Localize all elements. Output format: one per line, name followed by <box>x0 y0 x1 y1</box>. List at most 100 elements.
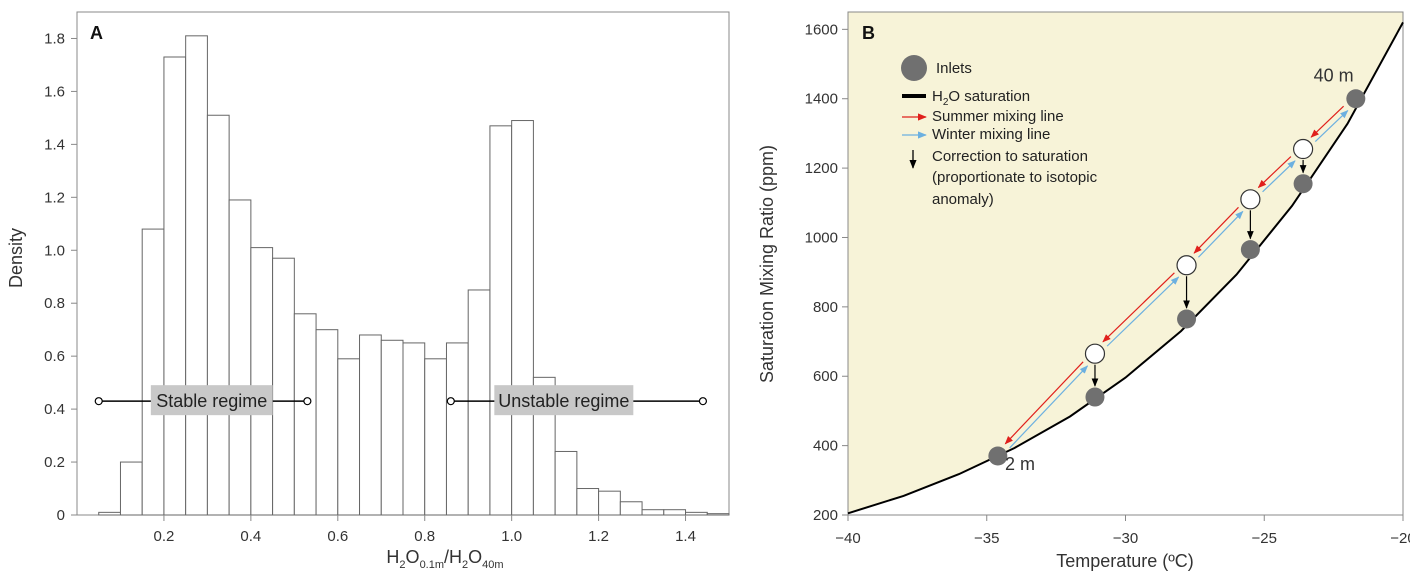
x-tick-label: −25 <box>1252 530 1277 547</box>
y-axis-label: Saturation Mixing Ratio (ppm) <box>757 145 777 383</box>
x-axis-label: H2O0.1m/H2O40m <box>386 547 503 571</box>
regime-label-box <box>150 385 273 416</box>
x-tick-label: 1.2 <box>588 528 609 545</box>
y-tick-label: 1000 <box>805 229 838 246</box>
y-tick-label: 1.0 <box>44 242 65 259</box>
legend-correction-2: (proportionate to isotopic <box>932 169 1098 186</box>
height-labels: 2 m 40 m <box>1005 65 1354 474</box>
summer-mixing-arrow <box>1004 361 1084 445</box>
y-tick-label: 1.6 <box>44 83 65 100</box>
panel-label-b: B <box>862 23 875 43</box>
x-tick-label: 0.2 <box>154 528 175 545</box>
legend-saturation-rest: O saturation <box>948 88 1030 105</box>
mixed-point <box>1084 343 1106 364</box>
winter-mixing-arrow <box>1314 109 1349 142</box>
histogram-bar <box>337 358 361 516</box>
winter-mixing-arrow <box>1106 276 1180 347</box>
regime-label: Unstable regime <box>498 391 629 411</box>
histogram-bar <box>489 125 513 516</box>
y-tick-label: 1200 <box>805 160 838 177</box>
histogram-bar <box>424 358 447 516</box>
histogram-bar <box>250 247 274 516</box>
panel-label-a: A <box>90 23 103 43</box>
legend-saturation-h: H <box>932 88 943 105</box>
y-tick-label: 1600 <box>805 21 838 38</box>
histogram-bar <box>228 199 252 516</box>
y-axis-ticks: 0 0.2 0.4 0.6 0.8 1.0 1.2 1.4 1.6 1.8 <box>44 30 77 524</box>
legend-correction-3: anomaly) <box>932 191 994 208</box>
y-tick-label: 1.4 <box>44 136 65 153</box>
x-axis-ticks: −40 −35 −30 −25 −20 <box>835 515 1410 547</box>
y-tick-label: 0 <box>57 507 65 524</box>
saturation-panel: −40 −35 −30 −25 −20 200 400 600 800 1000 1200 1400… <box>757 11 1410 571</box>
histogram-panel: Stable regime Unstable regime 0.2 0.4 0.6 0.… <box>6 11 730 571</box>
histogram-bar <box>467 289 491 516</box>
x-axis-label-part: /H <box>444 547 462 567</box>
legend-winter: Winter mixing line <box>932 126 1050 143</box>
x-axis-ticks: 0.2 0.4 0.6 0.8 1.0 1.2 1.4 <box>154 515 696 545</box>
regime-range-end <box>698 397 708 406</box>
panel-b-background <box>848 12 1403 514</box>
summer-mixing-arrow <box>1310 105 1345 138</box>
regime-range-start <box>94 397 103 406</box>
histogram-bar <box>380 339 404 516</box>
legend-correction-1: Correction to saturation <box>932 148 1088 165</box>
histogram-bar <box>619 501 643 516</box>
x-tick-label: −35 <box>974 530 999 547</box>
histogram-bar <box>185 35 208 516</box>
data-points <box>988 89 1366 466</box>
histogram-bar <box>641 509 665 516</box>
x-tick-label: 0.4 <box>240 528 261 545</box>
summer-mixing-arrow <box>1102 272 1175 343</box>
y-axis-ticks: 200 400 600 800 1000 1200 1400 1600 <box>805 21 848 524</box>
winter-mixing-arrow <box>1262 160 1296 193</box>
y-tick-label: 600 <box>813 368 838 385</box>
x-axis-label: Temperature (ºC) <box>1056 551 1194 571</box>
regime-label: Stable regime <box>156 391 267 411</box>
y-tick-label: 800 <box>813 299 838 316</box>
inlet-point <box>1293 174 1313 194</box>
histogram-bar <box>315 329 339 516</box>
x-axis-label-subscript: 2 <box>462 559 468 571</box>
legend-inlets: Inlets <box>936 60 972 77</box>
x-tick-label: −40 <box>835 530 860 547</box>
winter-mixing-arrow <box>1009 365 1089 449</box>
inlet-point <box>988 446 1008 466</box>
inlet-height-label: 2 m <box>1005 454 1035 474</box>
legend-saturation-sub: 2 <box>943 97 949 108</box>
x-axis-label-subscript: 0.1m <box>420 559 444 571</box>
histogram-bar <box>576 488 600 516</box>
regime-range-end <box>303 397 312 406</box>
histogram-bar <box>685 511 708 516</box>
mixed-point <box>1176 255 1197 276</box>
x-tick-label: −30 <box>1113 530 1138 547</box>
histogram-bar <box>511 120 534 516</box>
histogram-bar <box>272 257 295 516</box>
regime-range-start <box>446 397 455 406</box>
x-tick-label: 1.4 <box>675 528 696 545</box>
histogram-bar <box>163 56 187 516</box>
inlet-point <box>1240 240 1260 260</box>
x-tick-label: 0.6 <box>327 528 348 545</box>
histogram-bar <box>554 450 578 516</box>
histogram-bar <box>293 313 317 516</box>
x-axis-label-subscript: 2 <box>399 559 405 571</box>
histogram-bar <box>706 513 730 516</box>
x-tick-label: −20 <box>1390 530 1410 547</box>
x-axis-label-part: O <box>406 547 420 567</box>
x-axis-label-part: H <box>386 547 399 567</box>
winter-mixing-arrow <box>1198 210 1244 258</box>
mixing-arrows <box>1004 105 1349 449</box>
legend-inlet-marker <box>901 55 927 81</box>
y-tick-label: 0.8 <box>44 295 65 312</box>
y-tick-label: 1.2 <box>44 189 65 206</box>
histogram-bar <box>598 490 621 516</box>
histogram-bar <box>663 509 687 516</box>
y-tick-label: 0.4 <box>44 401 65 418</box>
y-axis-label: Density <box>6 228 26 288</box>
mixed-point <box>1292 138 1314 160</box>
inlet-point <box>1177 309 1197 329</box>
x-axis-label-subscript: 40m <box>482 559 503 571</box>
histogram-bar <box>402 342 426 516</box>
